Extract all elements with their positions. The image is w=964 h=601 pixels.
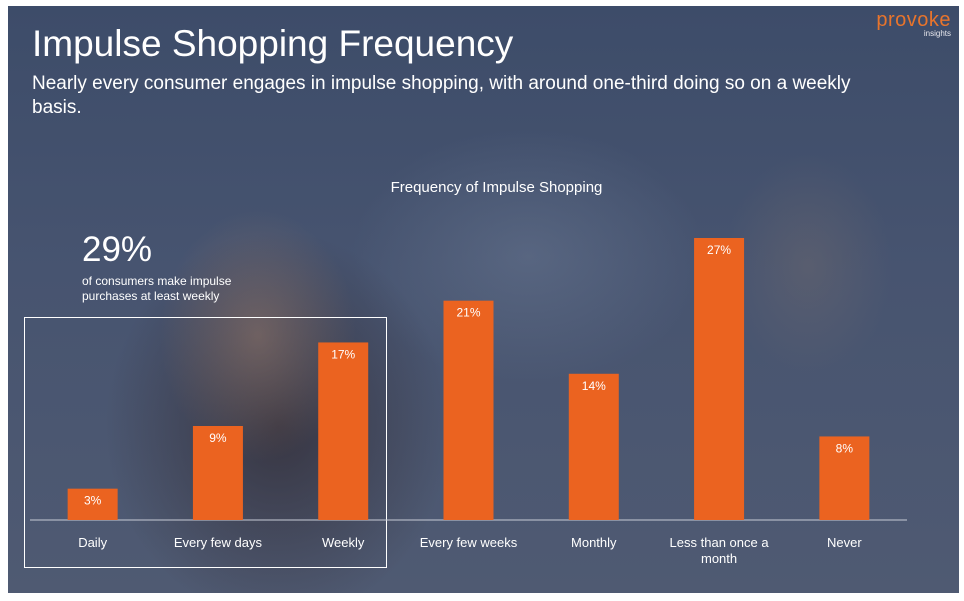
category-label-6: Never — [827, 535, 862, 550]
bar-4 — [568, 373, 619, 520]
slide-subtitle: Nearly every consumer engages in impulse… — [32, 73, 851, 118]
bar-3 — [443, 300, 494, 520]
category-label-2: Weekly — [322, 535, 365, 550]
chart-title: Frequency of Impulse Shopping — [390, 179, 603, 196]
data-label-2: 17% — [331, 347, 355, 361]
slide-background: provoke insights Impulse Shopping Freque… — [8, 6, 959, 593]
bar-6 — [819, 436, 870, 520]
data-label-4: 14% — [582, 379, 606, 393]
provoke-insights-logo: provoke insights — [876, 10, 951, 38]
category-label-3: Every few weeks — [420, 535, 518, 550]
logo-wordmark: provoke — [876, 9, 951, 31]
data-label-6: 8% — [836, 441, 854, 455]
logo-subtitle: insights — [923, 29, 951, 38]
bar-2 — [318, 342, 369, 520]
data-label-3: 21% — [456, 306, 480, 320]
callout-description: of consumers make impulse purchases at l… — [82, 274, 232, 303]
data-label-5: 27% — [707, 243, 731, 257]
data-label-1: 9% — [209, 431, 227, 445]
bar-1 — [192, 426, 243, 520]
bar-0 — [67, 488, 118, 520]
category-label-4: Monthly — [571, 535, 617, 550]
weekly-highlight-box — [24, 317, 387, 568]
bar-5 — [694, 238, 745, 520]
callout-percentage: 29% — [82, 230, 153, 269]
category-label-0: Daily — [78, 535, 107, 550]
category-label-1: Every few days — [174, 535, 263, 550]
category-label-5: Less than once a month — [670, 535, 770, 566]
slide-title: Impulse Shopping Frequency — [32, 23, 514, 64]
data-label-0: 3% — [84, 494, 102, 508]
bar-chart: 3% Daily 9% Every few days 17% Weekly 21% Every… — [30, 238, 907, 566]
